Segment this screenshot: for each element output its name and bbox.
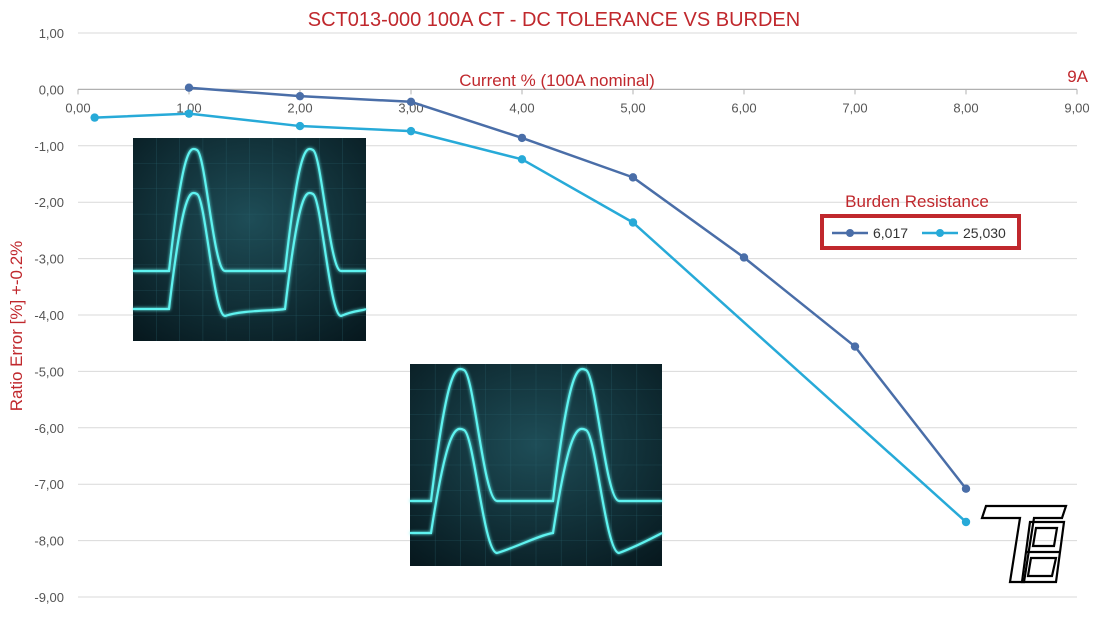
data-point-series-1: [406, 97, 416, 107]
x-tick-label: 7,00: [842, 100, 867, 115]
axes: 1,00 0,00 -1,00 -2,00 -3,00 -4,00 -5,00 -6,00 -7…: [34, 26, 1089, 605]
data-point-series-2: [406, 126, 416, 136]
x-tick-label: 1,00: [176, 100, 201, 115]
data-point-series-1: [739, 253, 749, 262]
legend-swatch-marker-2: [936, 229, 944, 237]
scope-trace-inset-2-icon: [410, 364, 663, 566]
legend: Burden Resistance 6,017 25,030: [820, 192, 1021, 250]
x-tick-label: 0,00: [65, 100, 90, 115]
y-tick-label: -2,00: [34, 195, 64, 210]
x-tick-label: 4,00: [509, 100, 534, 115]
y-tick-label: 0,00: [39, 82, 64, 97]
legend-entry-1: 6,017: [873, 225, 908, 241]
data-point-series-1: [850, 342, 860, 351]
legend-entry-2: 25,030: [963, 225, 1006, 241]
x-tick-label: 8,00: [953, 100, 978, 115]
data-point-series-1: [517, 133, 527, 143]
data-point-series-2: [295, 121, 305, 131]
x-axis-label: Current % (100A nominal): [459, 71, 655, 90]
data-point-series-1: [961, 484, 971, 493]
y-axis-label: Ratio Error [%] +-0.2%: [7, 241, 26, 412]
series-line-1: [188, 86, 967, 490]
scope-insets: [133, 138, 663, 566]
scope-trace-inset-1-icon: [133, 138, 367, 341]
chart-title: SCT013-000 100A CT - DC TOLERANCE VS BUR…: [308, 9, 800, 31]
y-tick-label: -1,00: [34, 139, 64, 154]
x-tick-label: 2,00: [287, 100, 312, 115]
x-tick-label: 6,00: [731, 100, 756, 115]
y-tick-label: -3,00: [34, 252, 64, 267]
x-tick-label: 9,00: [1064, 100, 1089, 115]
data-point-series-2: [184, 109, 194, 118]
x-tick-label: 5,00: [620, 100, 645, 115]
data-point-series-2: [90, 113, 99, 122]
y-tick-label: -9,00: [34, 590, 64, 605]
data-point-series-1: [295, 91, 305, 101]
data-point-series-1: [628, 173, 638, 182]
y-tick-label: -4,00: [34, 308, 64, 323]
data-point-series-2: [628, 218, 638, 227]
data-point-series-2: [961, 517, 971, 527]
data-point-series-1: [184, 83, 194, 92]
data-point-series-2: [517, 155, 527, 164]
legend-swatch-marker-1: [846, 229, 854, 237]
y-tick-label: -5,00: [34, 364, 64, 379]
corner-label: 9A: [1067, 67, 1088, 86]
y-tick-label: -8,00: [34, 534, 64, 549]
y-tick-label: -7,00: [34, 477, 64, 492]
y-tick-label: -6,00: [34, 421, 64, 436]
y-tick-label: 1,00: [39, 26, 64, 41]
legend-title: Burden Resistance: [845, 192, 989, 211]
tb-monogram-logo-icon: [980, 504, 1068, 584]
series-layer: [90, 83, 971, 527]
